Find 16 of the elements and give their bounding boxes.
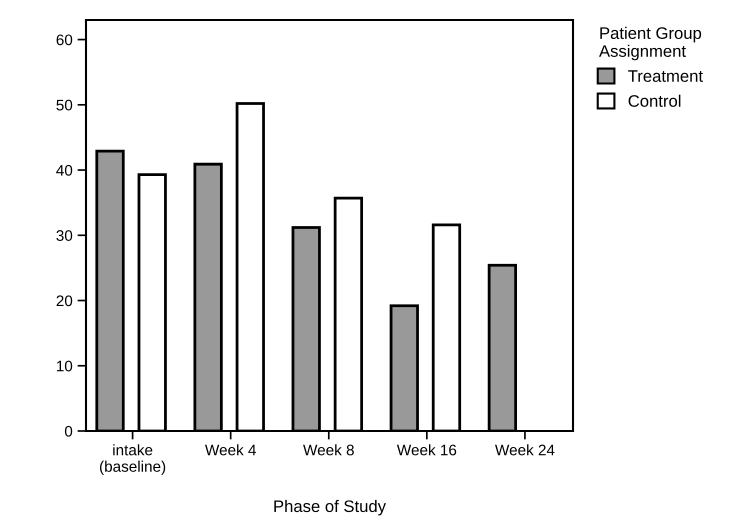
x-tick-label: Week 24: [494, 444, 555, 456]
x-tick-label: Week 16: [396, 444, 456, 456]
y-tick-label: 0: [64, 426, 72, 437]
y-tick-label: 60: [56, 34, 72, 46]
x-tick-label: intake (baseline): [100, 444, 166, 475]
legend-label: Control: [628, 94, 680, 107]
x-axis-title: Phase of Study: [274, 500, 386, 516]
y-tick-label: 40: [56, 164, 72, 176]
y-tick-label: 10: [56, 360, 72, 372]
y-tick-label: 20: [56, 295, 72, 306]
legend-label: Treatment: [628, 70, 703, 82]
x-tick-label: Week 4: [204, 444, 256, 456]
y-tick-label: 30: [56, 230, 72, 241]
x-tick-label: Week 8: [303, 444, 354, 456]
legend-title: Patient Group Assignment: [599, 26, 702, 60]
y-tick-label: 50: [56, 100, 72, 110]
